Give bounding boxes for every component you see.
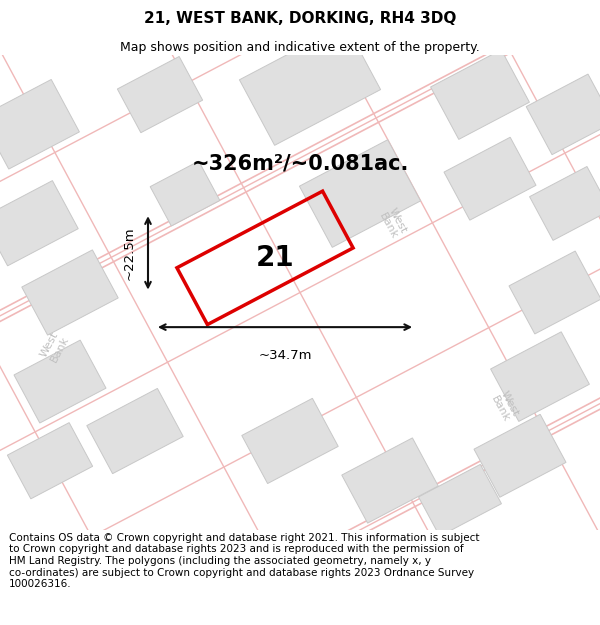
Polygon shape: [530, 166, 600, 241]
Polygon shape: [474, 414, 566, 498]
Polygon shape: [509, 251, 600, 334]
Text: West
Bank: West Bank: [489, 389, 521, 424]
Polygon shape: [87, 388, 183, 474]
Polygon shape: [242, 398, 338, 484]
Polygon shape: [14, 340, 106, 423]
Text: West
Bank: West Bank: [377, 206, 409, 241]
Polygon shape: [22, 250, 118, 335]
Polygon shape: [239, 24, 380, 146]
Text: West
Bank: West Bank: [39, 329, 71, 364]
Text: Map shows position and indicative extent of the property.: Map shows position and indicative extent…: [120, 41, 480, 54]
Text: ~22.5m: ~22.5m: [123, 226, 136, 280]
Polygon shape: [150, 161, 220, 226]
Polygon shape: [299, 140, 421, 248]
Polygon shape: [419, 464, 502, 536]
Polygon shape: [431, 50, 529, 139]
Text: Contains OS data © Crown copyright and database right 2021. This information is : Contains OS data © Crown copyright and d…: [9, 533, 479, 589]
Text: 21, WEST BANK, DORKING, RH4 3DQ: 21, WEST BANK, DORKING, RH4 3DQ: [144, 11, 456, 26]
Text: ~326m²/~0.081ac.: ~326m²/~0.081ac.: [191, 154, 409, 174]
Polygon shape: [7, 422, 92, 499]
Polygon shape: [118, 56, 203, 132]
Text: ~34.7m: ~34.7m: [258, 349, 312, 362]
Polygon shape: [0, 79, 79, 169]
Polygon shape: [444, 138, 536, 220]
Polygon shape: [491, 332, 589, 421]
Text: 21: 21: [256, 244, 295, 272]
Polygon shape: [0, 181, 78, 266]
Polygon shape: [342, 438, 438, 523]
Polygon shape: [526, 74, 600, 154]
